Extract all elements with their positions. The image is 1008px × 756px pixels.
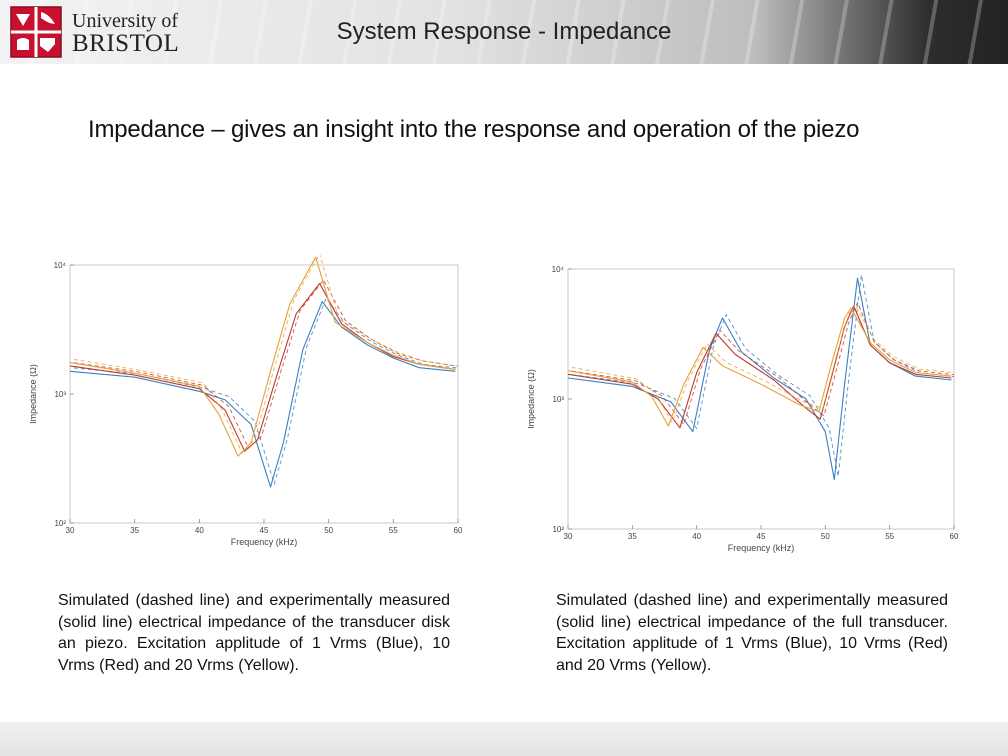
y-tick-label: 10⁴ bbox=[54, 261, 67, 270]
impedance-chart-right: 30 35 40 45 50 55 60 10² 10³ 10⁴ Frequency (kHz) Im… bbox=[528, 265, 959, 553]
impedance-chart-left: 30 35 40 45 50 55 60 10² 10³ 10⁴ Frequency (kHz) Im… bbox=[30, 255, 463, 547]
x-tick-label: 50 bbox=[821, 532, 830, 541]
measured-line-red bbox=[567, 305, 952, 429]
simulated-line-yellow bbox=[73, 255, 459, 454]
x-tick-label: 45 bbox=[260, 526, 269, 535]
y-tick-label: 10² bbox=[54, 519, 66, 528]
y-tick-label: 10² bbox=[552, 525, 564, 534]
measured-line-yellow bbox=[69, 256, 456, 457]
y-tick-label: 10³ bbox=[54, 390, 66, 399]
simulated-line-red bbox=[73, 279, 459, 449]
header-banner: University of BRISTOL System Response - … bbox=[0, 0, 1008, 64]
y-axis-label: Impedance (Ω) bbox=[528, 369, 536, 429]
measured-line-red bbox=[69, 282, 456, 452]
x-tick-label: 55 bbox=[885, 532, 894, 541]
x-tick-label: 60 bbox=[950, 532, 959, 541]
measured-line-blue bbox=[69, 301, 456, 488]
x-tick-label: 35 bbox=[130, 526, 139, 535]
measured-line-yellow bbox=[567, 307, 952, 427]
x-axis-label: Frequency (kHz) bbox=[231, 537, 298, 547]
caption-right: Simulated (dashed line) and experimental… bbox=[556, 592, 948, 674]
x-tick-label: 40 bbox=[692, 532, 701, 541]
university-logo: University of BRISTOL bbox=[10, 6, 200, 58]
logo-line1: University of bbox=[72, 10, 179, 32]
x-axis-label: Frequency (kHz) bbox=[728, 543, 795, 553]
simulated-line-blue bbox=[571, 274, 955, 477]
x-tick-label: 45 bbox=[757, 532, 766, 541]
plot-frame bbox=[567, 268, 955, 530]
x-tick-label: 30 bbox=[564, 532, 573, 541]
y-axis-label: Impedance (Ω) bbox=[30, 364, 38, 424]
footer-bar bbox=[0, 722, 1008, 756]
y-tick-label: 10³ bbox=[552, 395, 564, 404]
x-tick-label: 30 bbox=[66, 526, 75, 535]
x-tick-label: 50 bbox=[324, 526, 333, 535]
simulated-line-red bbox=[571, 301, 955, 426]
x-tick-label: 60 bbox=[454, 526, 463, 535]
x-tick-label: 35 bbox=[628, 532, 637, 541]
slide-subtitle: Impedance – gives an insight into the re… bbox=[88, 116, 860, 143]
slide-title: System Response - Impedance bbox=[336, 18, 672, 45]
x-tick-label: 55 bbox=[389, 526, 398, 535]
logo-line2: BRISTOL bbox=[72, 30, 180, 57]
banner-texture bbox=[0, 0, 1008, 64]
caption-left: Simulated (dashed line) and experimental… bbox=[58, 592, 450, 674]
x-tick-label: 40 bbox=[195, 526, 204, 535]
y-tick-label: 10⁴ bbox=[552, 265, 565, 274]
bristol-crest-icon bbox=[10, 6, 62, 58]
simulated-line-blue bbox=[73, 297, 459, 486]
simulated-line-yellow bbox=[571, 303, 955, 424]
